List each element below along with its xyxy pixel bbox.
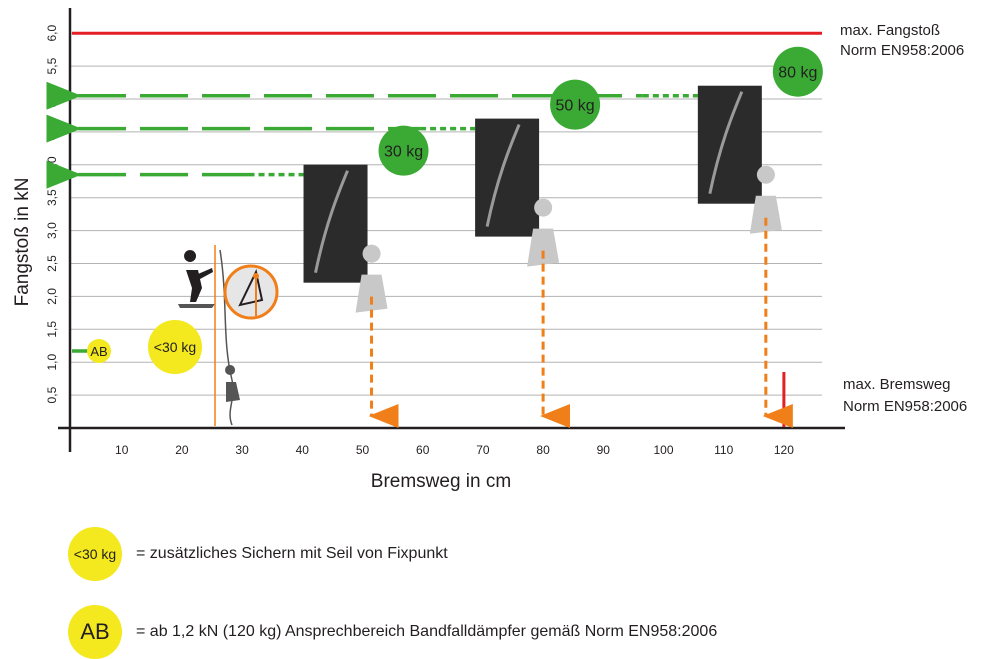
- rock-ledge: [178, 304, 215, 308]
- rope: [314, 170, 349, 273]
- detail-zoom-icon: [223, 264, 279, 320]
- weight-badge-label: 30 kg: [384, 144, 423, 161]
- x-tick-label: 80: [536, 443, 550, 457]
- y-tick-label: 4,0: [45, 156, 59, 173]
- falling-climber: [527, 198, 560, 267]
- rope: [708, 91, 744, 195]
- weight-badge: [550, 79, 601, 130]
- falling-climber: [749, 165, 782, 234]
- y-tick-label: 6,0: [45, 25, 59, 42]
- max-bremsweg-norm: Norm EN958:2006: [843, 398, 967, 415]
- small-marker-label: <30 kg: [154, 339, 196, 355]
- legend-badge-small: <30 kg: [68, 527, 122, 581]
- x-tick-label: 50: [356, 443, 370, 457]
- y-tick-label: 4,5: [45, 123, 59, 140]
- x-tick-label: 120: [774, 443, 794, 457]
- rope: [485, 124, 521, 227]
- y-tick-label: 2,0: [45, 288, 59, 305]
- legend-row-ab: AB = ab 1,2 kN (120 kg) Ansprechbereich …: [68, 605, 717, 659]
- falling-climber: [355, 244, 388, 313]
- weight-badge-label: 80 kg: [778, 65, 817, 82]
- rock-photo: [475, 118, 540, 237]
- climber-silhouette-small: [184, 250, 213, 302]
- y-tick-label: 1,5: [45, 321, 59, 338]
- y-tick-label: 2,5: [45, 255, 59, 272]
- series-2: 50 kg: [46, 79, 601, 428]
- y-tick-label: 0,5: [45, 386, 59, 403]
- y-tick-label: 1,0: [45, 354, 59, 371]
- weight-badge-label: 50 kg: [556, 98, 595, 115]
- rock-photo: [697, 85, 762, 204]
- rock-photo: [303, 164, 368, 283]
- weight-badge: [378, 125, 429, 176]
- x-tick-label: 40: [296, 443, 310, 457]
- max-fangstoss-label: max. Fangstoß: [840, 22, 940, 39]
- x-tick-label: 20: [175, 443, 189, 457]
- x-tick-label: 110: [714, 443, 733, 457]
- x-tick-label: 10: [115, 443, 129, 457]
- y-tick-label: 5,0: [45, 90, 59, 107]
- ab-badge: [87, 339, 111, 364]
- legend-row-small: <30 kg = zusätzliches Sichern mit Seil v…: [68, 527, 448, 581]
- y-axis-label: Fangstoß in kN: [12, 178, 33, 307]
- hanging-figure: [225, 365, 240, 402]
- x-tick-label: 30: [235, 443, 249, 457]
- x-tick-label: 100: [653, 443, 673, 457]
- max-bremsweg-label: max. Bremsweg: [843, 376, 951, 393]
- max-fangstoss-norm: Norm EN958:2006: [840, 42, 964, 59]
- legend-text-ab: = ab 1,2 kN (120 kg) Ansprechbereich Ban…: [136, 623, 718, 640]
- legend-text-small: = zusätzliches Sichern mit Seil von Fixp…: [136, 545, 448, 562]
- x-axis-label: Bremsweg in cm: [371, 471, 511, 492]
- weight-badge: [772, 46, 823, 97]
- y-tick-label: 5,5: [45, 57, 59, 74]
- x-tick-label: 70: [476, 443, 490, 457]
- series-1: 30 kg: [46, 125, 429, 428]
- x-axis-ticks: 10 20 30 40 50 60 70 80 90 100 110 120: [115, 443, 794, 457]
- y-axis-ticks: 0,5 1,0 1,5 2,0 2,5 3,0 3,5 4,0 4,5 5,0 5,5 6,0: [45, 25, 59, 404]
- x-tick-label: 60: [416, 443, 430, 457]
- series-layer: 30 kg 50 kg 80 kg: [46, 46, 823, 428]
- y-tick-label: 3,0: [45, 222, 59, 239]
- ab-badge-label: AB: [90, 344, 107, 359]
- small-marker-badge: <30 kg: [148, 320, 202, 374]
- small-climber-illustration: [178, 249, 240, 426]
- x-tick-label: 90: [597, 443, 611, 457]
- series-3: 80 kg: [46, 46, 823, 428]
- y-tick-label: 3,5: [45, 189, 59, 206]
- legend-badge-ab: AB: [68, 605, 122, 659]
